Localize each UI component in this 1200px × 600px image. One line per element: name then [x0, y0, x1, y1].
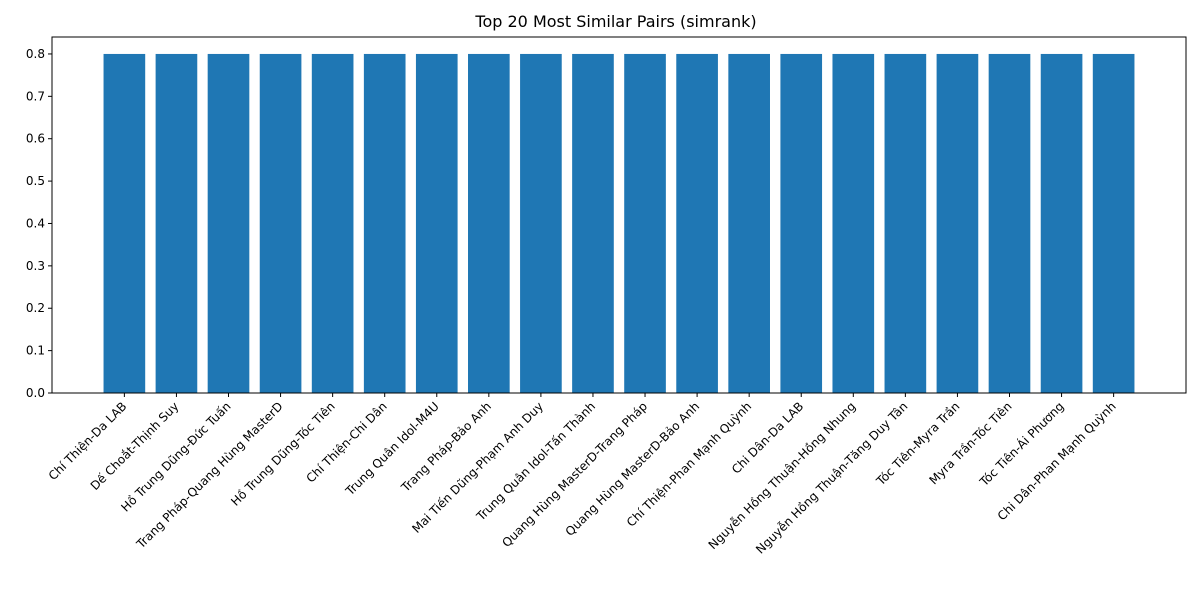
- chart-title: Top 20 Most Similar Pairs (simrank): [474, 12, 756, 31]
- bar: [468, 53, 510, 393]
- bar: [728, 53, 770, 393]
- y-tick-label: 0.4: [26, 216, 45, 230]
- bar: [311, 53, 354, 393]
- bar: [259, 53, 302, 393]
- y-tick-label: 0.5: [26, 174, 45, 188]
- y-tick-label: 0.1: [26, 344, 45, 358]
- bar: [884, 53, 927, 393]
- x-tick-label: Trang Pháp-Bảo Anh: [398, 399, 494, 495]
- bar: [415, 53, 458, 393]
- bar: [832, 53, 875, 393]
- bar: [103, 53, 146, 393]
- bar: [624, 53, 666, 393]
- bar: [207, 53, 250, 393]
- bar: [363, 53, 406, 393]
- y-tick-label: 0.2: [26, 301, 45, 315]
- bar: [988, 53, 1031, 393]
- bars-layer: [103, 53, 1135, 393]
- y-tick-label: 0.8: [26, 47, 45, 61]
- y-axis: 0.0 0.1 0.2 0.3 0.4 0.5 0.6 0.7 0.8: [26, 47, 52, 400]
- bar: [155, 53, 198, 393]
- y-tick-label: 0.3: [26, 259, 45, 273]
- bar: [676, 53, 718, 393]
- x-tick-label: Trung Quân Idol-M4U: [342, 399, 442, 499]
- x-tick-label: Hồ Trung Dũng-Tóc Tiên: [228, 399, 338, 509]
- bar: [1040, 53, 1083, 393]
- y-tick-label: 0.0: [26, 386, 45, 400]
- y-tick-label: 0.6: [26, 132, 45, 146]
- bar: [1092, 53, 1135, 393]
- plot-frame: [51, 36, 1187, 394]
- x-tick-label: Dế Choắt-Thịnh Suy: [88, 399, 182, 493]
- bar: [780, 53, 823, 393]
- x-tick-label: Tóc Tiên-Ái Phương: [976, 399, 1067, 490]
- bar: [936, 53, 979, 393]
- bar: [520, 53, 562, 393]
- y-tick-label: 0.7: [26, 89, 45, 103]
- x-tick-label: Hồ Trung Dũng-Đức Tuấn: [118, 399, 233, 514]
- bar: [572, 53, 614, 393]
